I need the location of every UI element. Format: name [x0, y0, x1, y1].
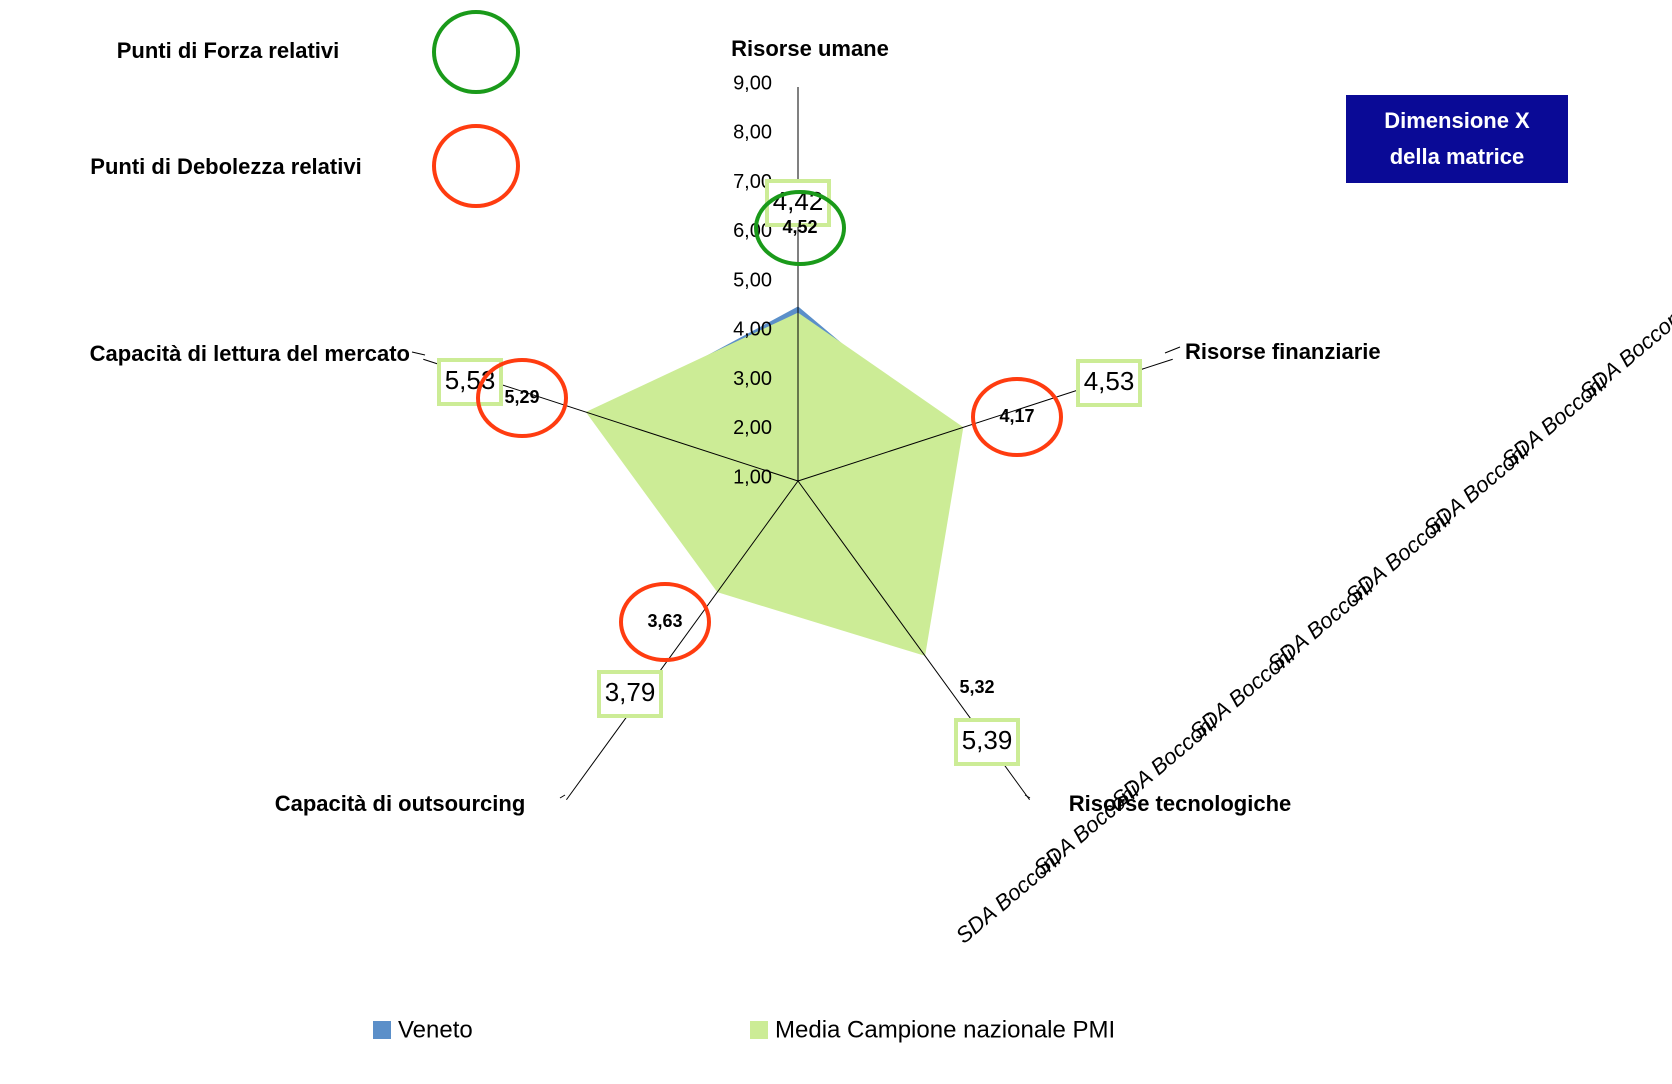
strength-icon: [432, 10, 520, 94]
legend-label: Veneto: [398, 1016, 473, 1043]
category-label: Capacità di lettura del mercato: [90, 341, 410, 366]
y-tick-label: 9,00: [733, 72, 772, 94]
value-label: 5,29: [504, 387, 539, 407]
series-area: [585, 312, 964, 656]
category-label: Risorse tecnologiche: [1069, 791, 1292, 816]
category-label: Capacità di outsourcing: [275, 791, 526, 816]
y-tick-label: 4,00: [733, 319, 772, 341]
label-box: [437, 358, 503, 406]
value-label: 5,32: [959, 677, 994, 697]
y-tick-label: 6,00: [733, 220, 772, 242]
legend-swatch: [750, 1021, 768, 1039]
value-label: 4,17: [999, 406, 1034, 426]
y-tick-label: 8,00: [733, 122, 772, 144]
box-line: Dimensione X: [1384, 108, 1530, 133]
y-tick-label: 7,00: [733, 171, 772, 193]
value-label: 4,53: [1084, 366, 1135, 396]
highlight-circle: [619, 582, 711, 662]
legend-strengths: Punti di Forza relativi: [117, 38, 339, 63]
category-label: Risorse umane: [731, 36, 889, 61]
y-tick-label: 5,00: [733, 269, 772, 291]
category-label: Risorse finanziarie: [1185, 339, 1381, 364]
value-label: 5,39: [962, 725, 1013, 755]
box-line: della matrice: [1390, 144, 1525, 169]
legend-swatch: [373, 1021, 391, 1039]
matrix-box: [1346, 95, 1568, 183]
legend-label: Media Campione nazionale PMI: [775, 1016, 1115, 1043]
y-tick-label: 3,00: [733, 368, 772, 390]
value-label: 3,63: [647, 611, 682, 631]
y-tick-label: 1,00: [733, 466, 772, 488]
leader-line: [1164, 346, 1181, 354]
label-box: [1076, 359, 1142, 407]
watermark: SDA Bocconi: [1575, 302, 1672, 405]
leader-line: [559, 794, 566, 799]
highlight-circle: [971, 377, 1063, 457]
leader-line: [1024, 794, 1031, 799]
leader-line: [411, 351, 426, 356]
highlight-circle: [476, 358, 568, 438]
axis-line: [566, 480, 799, 801]
label-box: [597, 670, 663, 718]
value-label: 3,79: [605, 677, 656, 707]
label-box: [954, 718, 1020, 766]
value-label: 4,52: [782, 217, 817, 237]
weakness-icon: [432, 124, 520, 208]
y-tick-label: 2,00: [733, 417, 772, 439]
highlight-circle: [754, 190, 846, 266]
legend-weaknesses: Punti di Debolezza relativi: [90, 154, 361, 179]
value-label: 5,53: [445, 365, 496, 395]
